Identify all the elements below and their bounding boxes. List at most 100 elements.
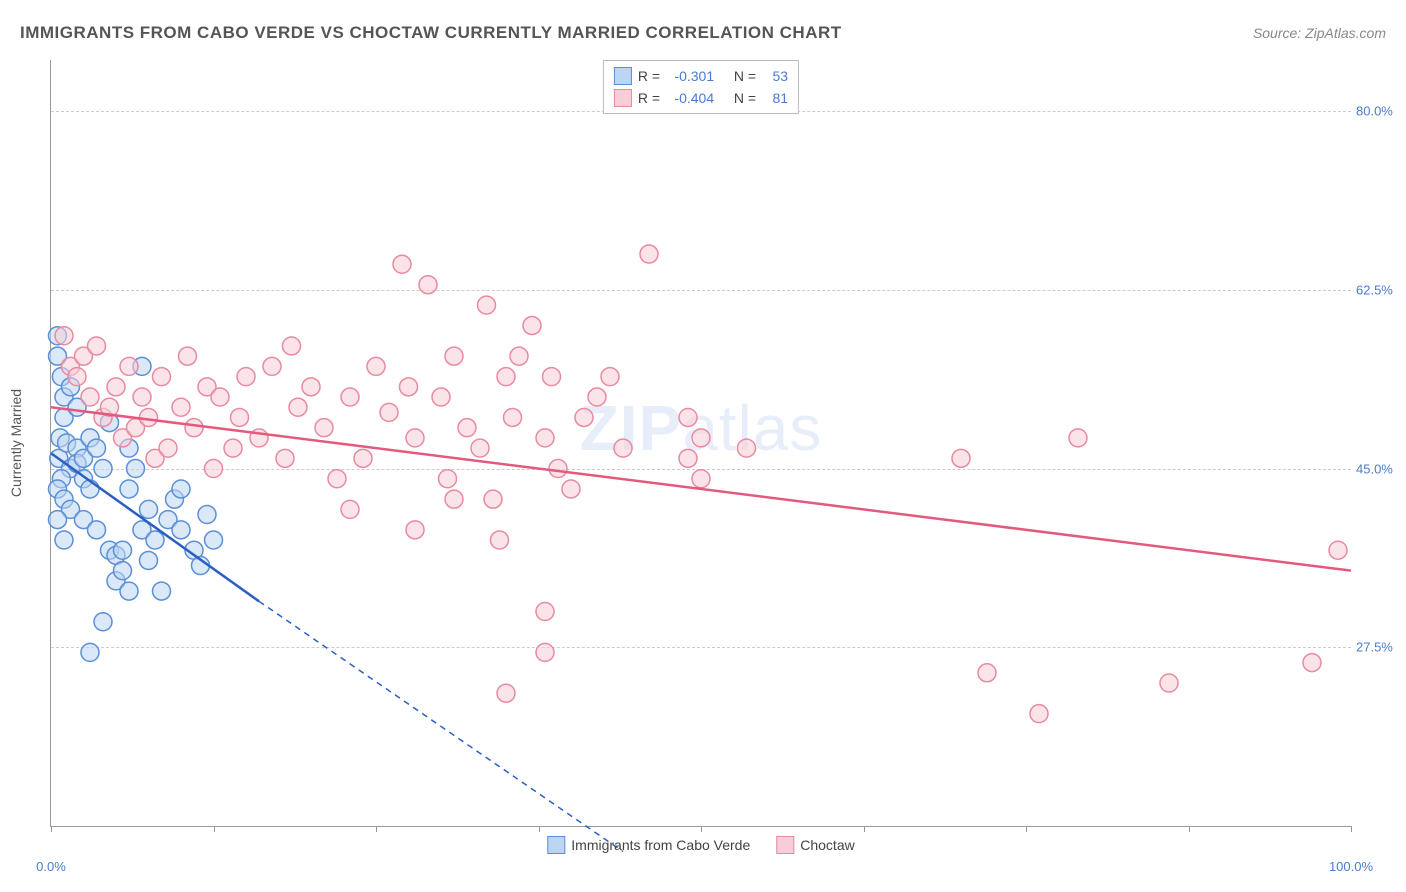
chart-title: IMMIGRANTS FROM CABO VERDE VS CHOCTAW CU… <box>20 23 842 43</box>
x-tick <box>539 826 540 832</box>
data-point <box>419 276 437 294</box>
data-point <box>380 403 398 421</box>
data-point <box>445 347 463 365</box>
data-point <box>406 429 424 447</box>
data-point <box>406 521 424 539</box>
legend-swatch <box>614 89 632 107</box>
data-point <box>302 378 320 396</box>
data-point <box>341 388 359 406</box>
data-point <box>679 449 697 467</box>
legend-row: R = -0.301 N = 53 <box>614 65 788 87</box>
data-point <box>283 337 301 355</box>
y-axis-title: Currently Married <box>8 389 24 497</box>
data-point <box>536 429 554 447</box>
data-point <box>172 521 190 539</box>
data-point <box>224 439 242 457</box>
data-point <box>354 449 372 467</box>
data-point <box>504 408 522 426</box>
legend-n-value: 81 <box>762 90 788 106</box>
data-point <box>94 613 112 631</box>
legend-item: Immigrants from Cabo Verde <box>547 836 750 854</box>
data-point <box>393 255 411 273</box>
legend-r-label: R = <box>638 90 660 106</box>
data-point <box>179 347 197 365</box>
data-point <box>172 398 190 416</box>
data-point <box>491 531 509 549</box>
data-point <box>81 480 99 498</box>
legend-r-value: -0.301 <box>666 68 714 84</box>
x-tick-label: 0.0% <box>36 859 66 874</box>
correlation-legend: R =-0.301 N =53R =-0.404 N =81 <box>603 60 799 114</box>
header: IMMIGRANTS FROM CABO VERDE VS CHOCTAW CU… <box>20 18 1386 48</box>
data-point <box>159 439 177 457</box>
data-point <box>315 419 333 437</box>
data-point <box>120 480 138 498</box>
source-attribution: Source: ZipAtlas.com <box>1253 25 1386 41</box>
data-point <box>458 419 476 437</box>
data-point <box>400 378 418 396</box>
legend-label: Immigrants from Cabo Verde <box>571 837 750 853</box>
data-point <box>133 388 151 406</box>
data-point <box>68 368 86 386</box>
data-point <box>510 347 528 365</box>
data-point <box>952 449 970 467</box>
x-tick <box>864 826 865 832</box>
x-tick-label: 100.0% <box>1329 859 1373 874</box>
x-tick <box>51 826 52 832</box>
data-point <box>140 551 158 569</box>
y-tick-label: 27.5% <box>1356 640 1401 655</box>
data-point <box>614 439 632 457</box>
series-legend: Immigrants from Cabo Verde Choctaw <box>547 836 854 854</box>
data-point <box>562 480 580 498</box>
data-point <box>536 603 554 621</box>
trend-line-extrapolated <box>259 601 623 851</box>
data-point <box>114 562 132 580</box>
data-point <box>172 480 190 498</box>
data-point <box>81 388 99 406</box>
data-point <box>978 664 996 682</box>
x-tick <box>1351 826 1352 832</box>
data-point <box>153 582 171 600</box>
legend-label: Choctaw <box>800 837 854 853</box>
data-point <box>1303 654 1321 672</box>
legend-row: R =-0.404 N =81 <box>614 87 788 109</box>
data-point <box>185 419 203 437</box>
data-point <box>497 368 515 386</box>
data-point <box>263 357 281 375</box>
data-point <box>432 388 450 406</box>
legend-n-label: N = <box>734 68 756 84</box>
legend-r-value: -0.404 <box>666 90 714 106</box>
legend-swatch <box>614 67 632 85</box>
y-tick-label: 62.5% <box>1356 282 1401 297</box>
data-point <box>127 460 145 478</box>
data-point <box>341 500 359 518</box>
data-point <box>289 398 307 416</box>
x-tick <box>376 826 377 832</box>
data-point <box>471 439 489 457</box>
data-point <box>484 490 502 508</box>
legend-swatch <box>776 836 794 854</box>
data-point <box>205 531 223 549</box>
data-point <box>536 643 554 661</box>
data-point <box>55 531 73 549</box>
data-point <box>94 460 112 478</box>
data-point <box>692 470 710 488</box>
data-point <box>445 490 463 508</box>
legend-n-value: 53 <box>762 68 788 84</box>
data-point <box>640 245 658 263</box>
data-point <box>140 500 158 518</box>
legend-r-label: R = <box>638 68 660 84</box>
data-point <box>88 521 106 539</box>
x-tick <box>1026 826 1027 832</box>
legend-item: Choctaw <box>776 836 854 854</box>
data-point <box>738 439 756 457</box>
data-point <box>153 368 171 386</box>
data-point <box>1069 429 1087 447</box>
data-point <box>497 684 515 702</box>
data-point <box>601 368 619 386</box>
data-point <box>439 470 457 488</box>
data-point <box>198 505 216 523</box>
scatter-plot-svg <box>51 60 1351 826</box>
data-point <box>549 460 567 478</box>
data-point <box>478 296 496 314</box>
